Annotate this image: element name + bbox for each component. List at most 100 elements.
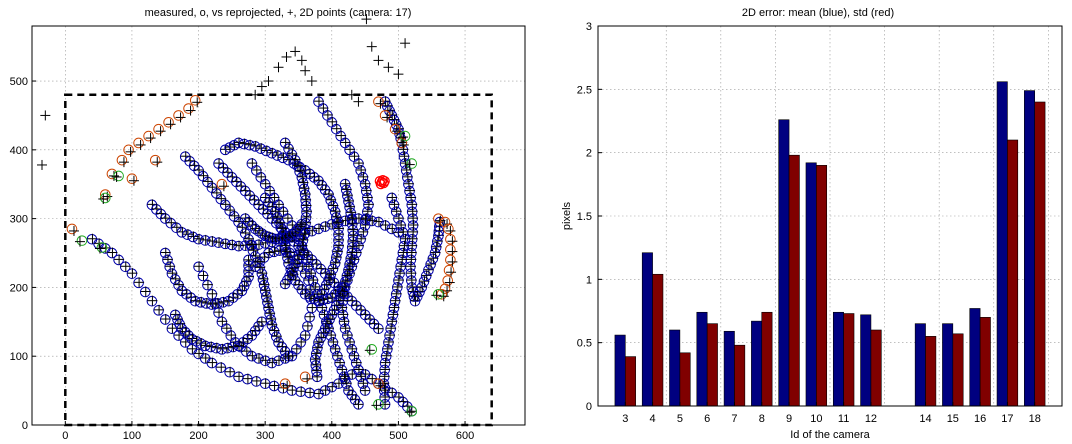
reprojected-point	[280, 278, 291, 289]
x-tick-label: 500	[389, 430, 407, 442]
outlier-measured-point	[163, 117, 174, 128]
reprojected-point	[269, 192, 280, 203]
reprojected-point	[207, 236, 218, 247]
reprojected-point	[417, 281, 428, 292]
reprojected-point	[380, 96, 391, 107]
reprojected-point	[98, 193, 109, 204]
y-tick-label: 0	[22, 420, 28, 432]
reprojected-point	[423, 264, 434, 275]
reprojected-point	[140, 286, 151, 297]
reprojected-point	[251, 375, 262, 386]
std-bar	[706, 323, 718, 407]
y-tick-label: 2.5	[577, 84, 592, 96]
x-tick-label: 300	[256, 430, 274, 442]
reprojected-point	[264, 302, 275, 313]
x-tick-label: 11	[838, 413, 849, 425]
outlier-measured-point	[445, 254, 456, 266]
reprojected-point	[298, 177, 309, 188]
reprojected-point	[327, 116, 338, 127]
reprojected-point	[194, 233, 205, 244]
reprojected-point	[160, 314, 171, 325]
green-measured-point	[366, 344, 378, 355]
reprojected-point	[322, 109, 333, 120]
reprojected-point	[259, 279, 270, 290]
reprojected-point	[397, 137, 408, 148]
mean-bar	[723, 330, 735, 407]
reprojected-point	[349, 151, 360, 162]
reprojected-outlier-point	[361, 14, 372, 25]
x-tick-label: 5	[677, 413, 683, 425]
reprojected-point	[320, 221, 331, 232]
std-bar	[925, 336, 937, 407]
mean-bar	[996, 81, 1008, 407]
outlier-measured-point	[396, 137, 408, 149]
reprojected-point	[343, 195, 354, 206]
reprojection-scatter-plot: measured, o, vs reprojected, +, 2D point…	[10, 7, 526, 442]
reprojected-point	[292, 160, 303, 171]
reprojected-point	[274, 355, 284, 366]
reprojected-point	[120, 261, 131, 272]
reprojected-outlier-point	[250, 89, 261, 100]
reprojected-point	[281, 246, 292, 257]
reprojected-point	[313, 96, 324, 107]
reprojected-point	[134, 277, 145, 288]
reprojected-point	[340, 178, 351, 189]
reprojected-point	[267, 319, 278, 330]
outlier-measured-point	[389, 123, 401, 135]
mean-bar	[805, 162, 817, 407]
x-tick-label: 200	[189, 430, 207, 442]
reprojected-point	[147, 295, 158, 306]
reprojected-point	[87, 233, 98, 244]
reprojected-point	[265, 308, 276, 319]
outlier-measured-point	[143, 130, 154, 142]
reprojected-point	[256, 316, 267, 327]
reprojected-point	[373, 323, 384, 334]
outlier-measured-point	[123, 144, 134, 156]
x-tick-label: 12	[865, 413, 877, 425]
y-tick-label: 1.5	[577, 211, 592, 223]
reprojected-point	[312, 371, 323, 382]
reprojected-point	[170, 309, 181, 320]
reprojected-point	[313, 223, 324, 234]
reprojected-point	[165, 119, 176, 130]
reprojected-point	[246, 239, 257, 250]
reprojected-point	[128, 175, 139, 186]
reprojected-point	[310, 354, 321, 365]
mean-bar	[860, 314, 872, 407]
x-tick-label: 14	[919, 413, 931, 425]
reprojected-point	[241, 346, 252, 357]
reprojected-outlier-point	[290, 46, 301, 57]
reprojected-point	[260, 178, 271, 189]
std-bar	[979, 317, 991, 407]
outlier-measured-point	[183, 103, 194, 114]
std-bar	[1034, 101, 1046, 407]
reprojected-point	[94, 243, 105, 254]
bar-xlabel: Id of the camera	[790, 429, 870, 441]
reprojected-point	[406, 192, 417, 203]
mean-bar	[669, 329, 681, 407]
reprojected-point	[269, 380, 280, 391]
outlier-measured-point	[133, 137, 144, 149]
reprojected-point	[361, 185, 372, 196]
outlier-measured-point	[379, 110, 391, 121]
reprojected-point	[68, 225, 79, 236]
reprojected-point	[260, 285, 271, 296]
reprojected-point	[194, 348, 205, 359]
std-bar	[843, 313, 855, 407]
outlier-measured-point	[216, 178, 228, 190]
reprojected-point	[240, 228, 251, 239]
outlier-measured-point	[439, 283, 451, 295]
reprojected-point	[283, 351, 294, 362]
reprojected-point	[345, 258, 356, 269]
outlier-measured-point	[445, 233, 456, 245]
reprojected-point	[111, 171, 122, 182]
reprojected-point	[174, 330, 185, 341]
reprojected-point	[250, 250, 261, 261]
reprojected-point	[267, 357, 278, 368]
reprojected-point	[252, 256, 263, 267]
x-tick-label: 600	[456, 430, 474, 442]
std-bar	[870, 329, 882, 407]
reprojected-outlier-point	[36, 159, 47, 170]
reprojected-point	[302, 373, 313, 384]
mean-bar	[914, 323, 926, 407]
